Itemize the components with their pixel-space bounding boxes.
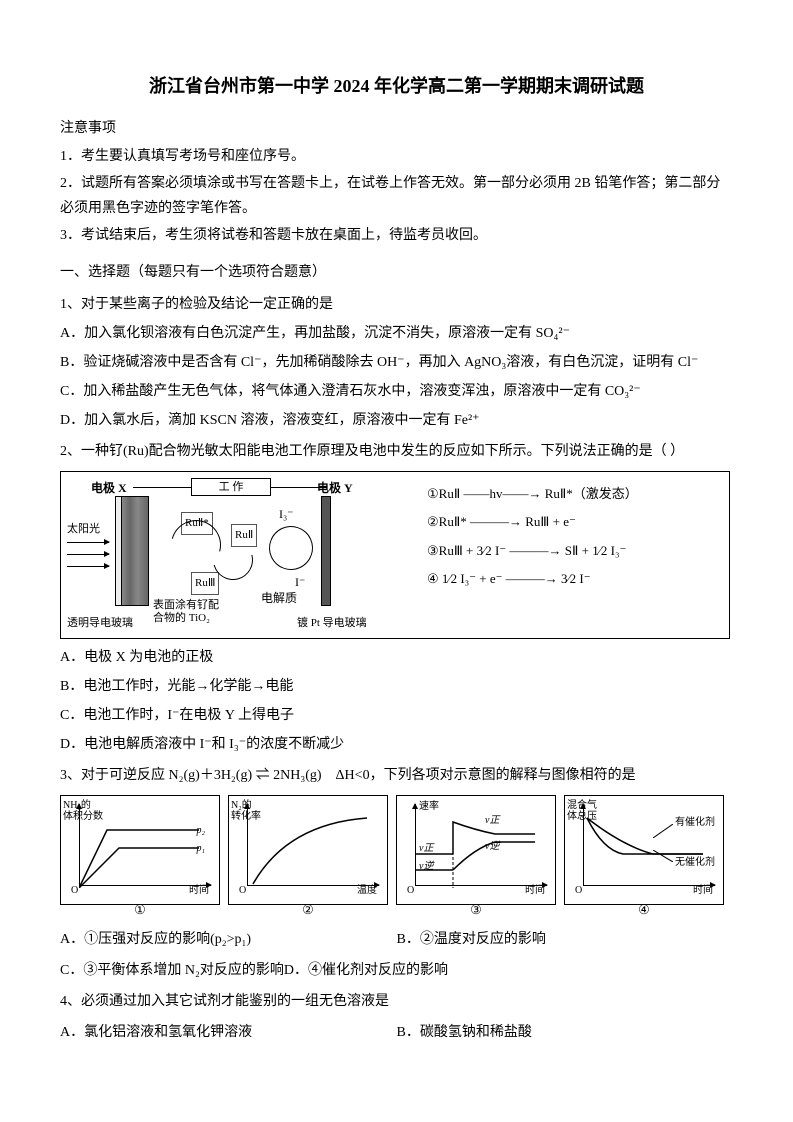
tio2-label: 表面涂有钌配合物的 TiO₂: [153, 599, 223, 623]
chart-4-number: ④: [565, 898, 723, 921]
q4-options-row: A．氯化铝溶液和氢氧化钾溶液 B．碳酸氢钠和稀盐酸: [60, 1016, 733, 1047]
cycle-arrow-4: [263, 519, 319, 575]
chart-1-origin: O: [71, 882, 78, 900]
chart-3: 速率 O 时间 v正 v逆 v正 v逆 ③: [396, 795, 556, 905]
ru3-label: RuⅢ: [191, 572, 219, 596]
q2-option-d: D．电池电解质溶液中 I⁻和 I₃⁻的浓度不断减少: [60, 732, 733, 757]
q3-stem: 3、对于可逆反应 N₂(g)＋3H₂(g) ⇌ 2NH₃(g) ΔH<0，下列各…: [60, 763, 733, 788]
sunlight-arrow-2: [67, 554, 109, 555]
notice-heading: 注意事项: [60, 116, 733, 141]
chart-4-pointer-2: [653, 850, 673, 862]
wire-right: [271, 487, 327, 488]
q3-charts-row: NH₃的 体积分数 O 时间 p₂ p₁ ① N₂的 转化率 O 温度 ② 速率…: [60, 795, 733, 905]
q3-options-row-1: A．①压强对反应的影响(p₂>p₁) B．②温度对反应的影响: [60, 923, 733, 954]
chart-2-origin: O: [239, 882, 246, 900]
chart-2-curve: [247, 804, 377, 888]
ru-cycle: RuⅡ* RuⅡ RuⅢ I₃⁻ I⁻ 电解质: [161, 512, 311, 602]
q3-option-a: A．①压强对反应的影响(p₂>p₁): [60, 927, 397, 952]
q1-option-d: D．加入氯水后，滴加 KSCN 溶液，溶液变红，原溶液中一定有 Fe²⁺: [60, 408, 733, 433]
chart-3-vr-left: v逆: [419, 858, 433, 876]
chart-3-vf-top: v正: [485, 812, 499, 830]
sunlight-arrow-3: [67, 566, 109, 567]
q2-diagram: 电极 X 工 作 电极 Y 太阳光 RuⅡ* RuⅡ RuⅢ I₃⁻ I⁻ 电解…: [60, 471, 730, 639]
chart-4-nocat: 无催化剂: [675, 854, 715, 872]
electrolyte-label: 电解质: [261, 588, 297, 610]
sunlight-arrow-1: [67, 542, 109, 543]
q2-option-a: A．电极 X 为电池的正极: [60, 645, 733, 670]
q1-option-b: B．验证烧碱溶液中是否含有 Cl⁻，先加稀硝酸除去 OH⁻，再加入 AgNO₃溶…: [60, 350, 733, 375]
sunlight-label: 太阳光: [67, 520, 100, 540]
wire-left: [133, 487, 191, 488]
eq-1: ①RuⅡ ——hv——→ RuⅡ*（激发态）: [427, 480, 723, 509]
chart-3-number: ③: [397, 898, 555, 921]
q4-option-b: B．碳酸氢钠和稀盐酸: [397, 1020, 734, 1045]
q3-option-b: B．②温度对反应的影响: [397, 927, 734, 952]
q2-stem: 2、一种钌(Ru)配合物光敏太阳能电池工作原理及电池中发生的反应如下所示。下列说…: [60, 439, 733, 464]
chart-3-vf-left: v正: [419, 840, 433, 858]
q1-option-a: A．加入氯化钡溶液有白色沉淀产生，再加盐酸，沉淀不消失，原溶液一定有 SO₄²⁻: [60, 321, 733, 346]
glass-left-label: 透明导电玻璃: [67, 614, 133, 634]
electrode-y-slab: [321, 496, 331, 606]
electrode-x-slab: [121, 496, 149, 606]
notice-item-3: 3．考试结束后，考生须将试卷和答题卡放在桌面上，待监考员收回。: [60, 223, 733, 248]
q3-option-c: C．③平衡体系增加 N₂对反应的影响: [60, 963, 284, 978]
chart-2: N₂的 转化率 O 温度 ②: [228, 795, 388, 905]
q3-option-d: D．④催化剂对反应的影响: [284, 963, 448, 978]
work-box: 工 作: [191, 478, 271, 496]
q3-options-row-2: C．③平衡体系增加 N₂对反应的影响D．④催化剂对反应的影响: [60, 958, 733, 983]
chart-3-curves: [415, 804, 545, 888]
q2-option-b: B．电池工作时，光能→化学能→电能: [60, 674, 733, 699]
chart-2-number: ②: [229, 898, 387, 921]
i3-label: I₃⁻: [279, 504, 294, 526]
chart-4: 混合气 体总压 O 时间 有催化剂 无催化剂 ④: [564, 795, 724, 905]
q1-option-c: C．加入稀盐酸产生无色气体，将气体通入澄清石灰水中，溶液变浑浊，原溶液中一定有 …: [60, 379, 733, 404]
q4-option-a: A．氯化铝溶液和氢氧化钾溶液: [60, 1020, 397, 1045]
q2-equations: ①RuⅡ ——hv——→ RuⅡ*（激发态） ②RuⅡ* ———→ RuⅢ + …: [421, 472, 729, 638]
chart-1-p1: p₁: [197, 840, 205, 858]
q2-option-c: C．电池工作时，I⁻在电极 Y 上得电子: [60, 703, 733, 728]
page-title: 浙江省台州市第一中学 2024 年化学高二第一学期期末调研试题: [60, 70, 733, 102]
chart-4-origin: O: [575, 882, 582, 900]
glass-right-label: 镀 Pt 导电玻璃: [297, 614, 367, 634]
chart-1-curves: [79, 804, 209, 888]
chart-1-number: ①: [61, 898, 219, 921]
section-1-heading: 一、选择题（每题只有一个选项符合题意）: [60, 260, 733, 285]
eq-4: ④ 1⁄2 I₃⁻ + e⁻ ———→ 3⁄2 I⁻: [427, 565, 723, 594]
notice-item-2: 2．试题所有答案必须填涂或书写在答题卡上，在试卷上作答无效。第一部分必须用 2B…: [60, 171, 733, 221]
notice-item-1: 1．考生要认真填写考场号和座位序号。: [60, 144, 733, 169]
chart-4-cat: 有催化剂: [675, 814, 715, 832]
chart-1-p2: p₂: [197, 822, 205, 840]
chart-1: NH₃的 体积分数 O 时间 p₂ p₁ ①: [60, 795, 220, 905]
q4-stem: 4、必须通过加入其它试剂才能鉴别的一组无色溶液是: [60, 989, 733, 1014]
chart-3-origin: O: [407, 882, 414, 900]
chart-4-pointer-1: [653, 824, 673, 838]
eq-2: ②RuⅡ* ———→ RuⅢ + e⁻: [427, 508, 723, 537]
q1-stem: 1、对于某些离子的检验及结论一定正确的是: [60, 292, 733, 317]
q2-diagram-left: 电极 X 工 作 电极 Y 太阳光 RuⅡ* RuⅡ RuⅢ I₃⁻ I⁻ 电解…: [61, 472, 421, 638]
eq-3: ③RuⅢ + 3⁄2 I⁻ ———→ SⅡ + 1⁄2 I₃⁻: [427, 537, 723, 566]
chart-3-vr-top: v逆: [485, 838, 499, 856]
